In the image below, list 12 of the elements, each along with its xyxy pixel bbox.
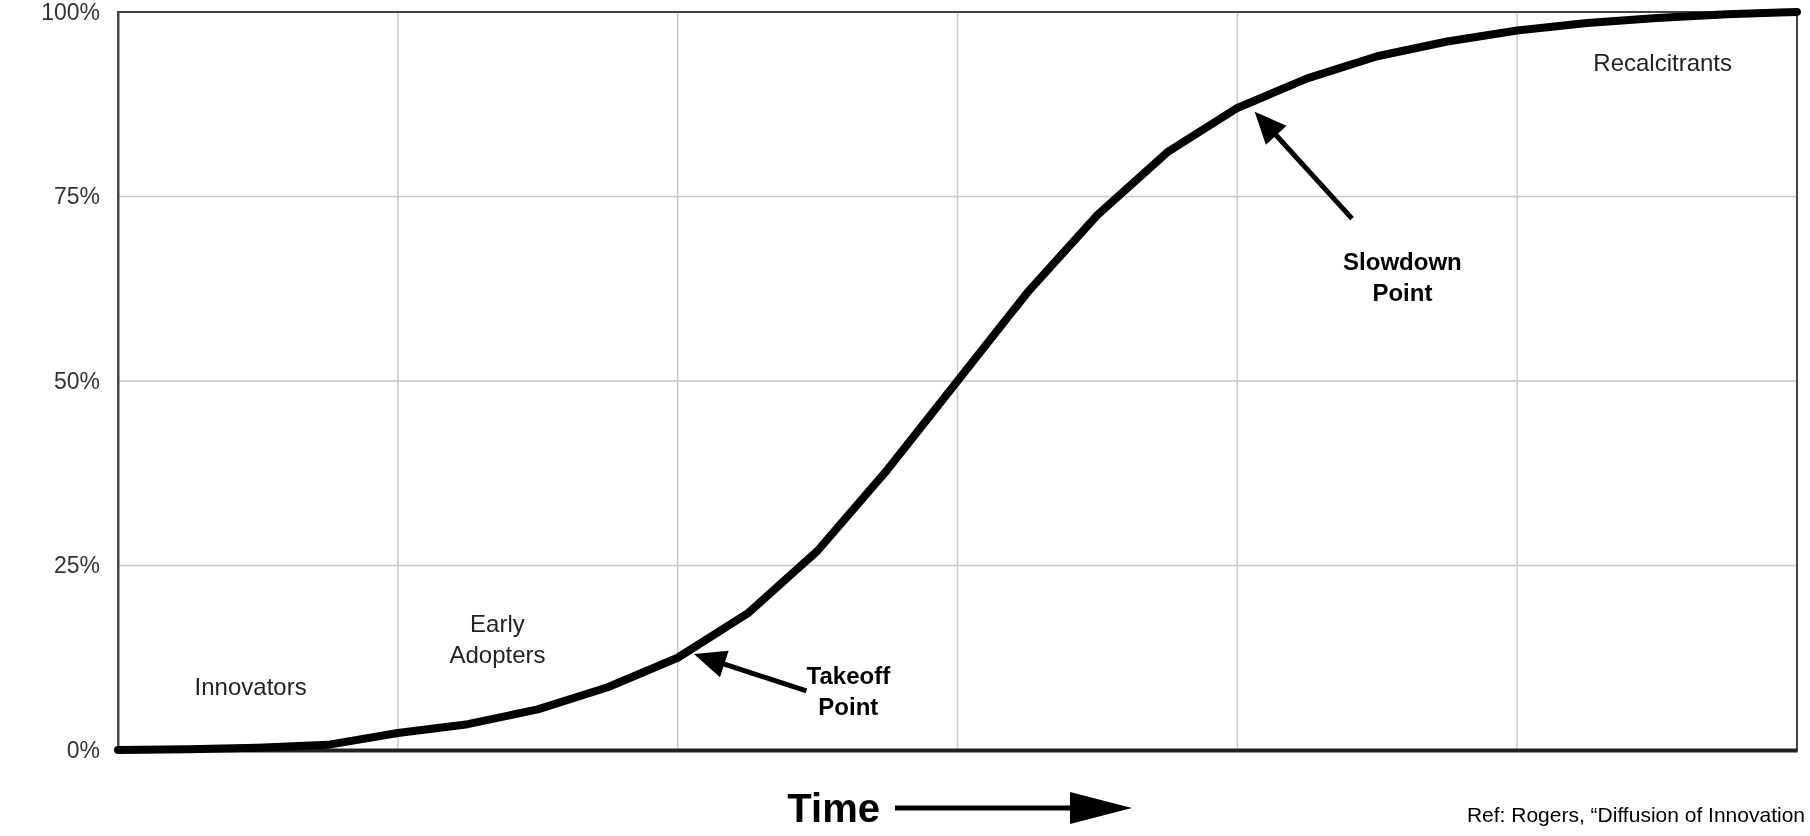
y-tick-label: 50%: [53, 367, 100, 394]
y-tick-label: 100%: [41, 0, 100, 25]
annotation: Recalcitrants: [1593, 49, 1733, 77]
text: Ref: Rogers, “Diffusion of Innovation: [1466, 803, 1805, 826]
y-tick-label: 25%: [53, 552, 100, 579]
annotation: Slowdown Point: [1343, 248, 1462, 307]
y-tick-label: 0%: [66, 736, 100, 763]
annotation: Innovators: [194, 672, 307, 700]
x-axis-title: Time: [787, 786, 880, 830]
annotation: Early Adopters: [449, 609, 546, 668]
y-tick-label: 75%: [53, 183, 100, 210]
annotation: Takeoff Point: [806, 661, 892, 720]
